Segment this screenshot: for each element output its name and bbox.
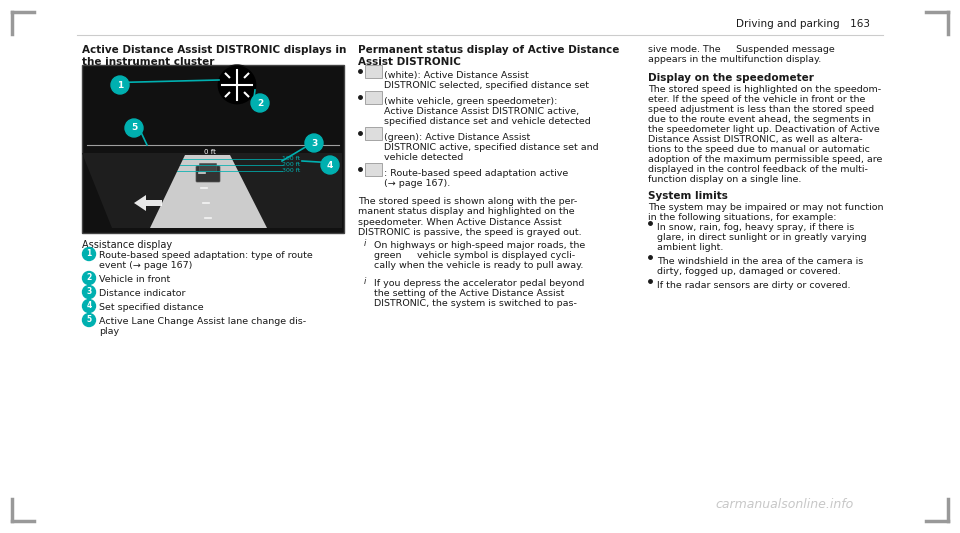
Text: displayed in the control feedback of the multi-: displayed in the control feedback of the… xyxy=(648,165,868,174)
Text: Distance Assist DISTRONIC, as well as altera-: Distance Assist DISTRONIC, as well as al… xyxy=(648,135,863,144)
Text: Assist DISTRONIC: Assist DISTRONIC xyxy=(358,57,461,67)
Text: specified distance set and vehicle detected: specified distance set and vehicle detec… xyxy=(384,117,590,126)
Circle shape xyxy=(111,76,129,94)
Text: the speedometer light up. Deactivation of Active: the speedometer light up. Deactivation o… xyxy=(648,125,879,134)
Polygon shape xyxy=(150,155,267,228)
Text: 4: 4 xyxy=(86,302,91,311)
Text: 3: 3 xyxy=(311,139,317,148)
Text: Active Distance Assist DISTRONIC active,: Active Distance Assist DISTRONIC active, xyxy=(384,107,579,116)
Polygon shape xyxy=(82,153,342,228)
Text: DISTRONIC active, specified distance set and: DISTRONIC active, specified distance set… xyxy=(384,143,599,152)
Circle shape xyxy=(305,134,323,152)
Text: The stored speed is highlighted on the speedom-: The stored speed is highlighted on the s… xyxy=(648,85,881,94)
FancyBboxPatch shape xyxy=(200,164,217,172)
Text: 1: 1 xyxy=(117,80,123,90)
Text: The windshield in the area of the camera is: The windshield in the area of the camera… xyxy=(657,257,863,266)
Circle shape xyxy=(359,275,371,287)
Text: cally when the vehicle is ready to pull away.: cally when the vehicle is ready to pull … xyxy=(374,261,584,270)
Text: DISTRONIC selected, specified distance set: DISTRONIC selected, specified distance s… xyxy=(384,81,589,90)
FancyBboxPatch shape xyxy=(196,166,220,182)
Text: appears in the multifunction display.: appears in the multifunction display. xyxy=(648,55,821,64)
Text: eter. If the speed of the vehicle in front or the: eter. If the speed of the vehicle in fro… xyxy=(648,95,865,104)
Text: 100 ft: 100 ft xyxy=(282,157,300,161)
Text: ambient light.: ambient light. xyxy=(657,243,724,252)
Circle shape xyxy=(125,119,143,137)
Text: On highways or high-speed major roads, the: On highways or high-speed major roads, t… xyxy=(374,241,586,250)
Text: carmanualsonline.info: carmanualsonline.info xyxy=(716,498,854,511)
FancyBboxPatch shape xyxy=(365,163,381,175)
Text: If the radar sensors are dirty or covered.: If the radar sensors are dirty or covere… xyxy=(657,281,851,290)
Circle shape xyxy=(217,65,257,105)
Text: glare, in direct sunlight or in greatly varying: glare, in direct sunlight or in greatly … xyxy=(657,233,867,242)
Text: 4: 4 xyxy=(326,160,333,169)
Text: (white): Active Distance Assist: (white): Active Distance Assist xyxy=(384,71,529,80)
Text: System limits: System limits xyxy=(648,191,728,201)
Text: Route-based speed adaptation: type of route: Route-based speed adaptation: type of ro… xyxy=(99,251,313,260)
Text: (→ page 167).: (→ page 167). xyxy=(384,179,450,188)
Text: tions to the speed due to manual or automatic: tions to the speed due to manual or auto… xyxy=(648,145,870,154)
Text: (white vehicle, green speedometer):: (white vehicle, green speedometer): xyxy=(384,97,558,106)
Text: Display on the speedometer: Display on the speedometer xyxy=(648,73,814,83)
Text: the instrument cluster: the instrument cluster xyxy=(82,57,214,67)
Text: green   vehicle symbol is displayed cycli-: green vehicle symbol is displayed cycli- xyxy=(374,251,575,260)
Text: 5: 5 xyxy=(131,124,137,133)
Text: 1: 1 xyxy=(86,249,91,259)
Text: Active Distance Assist DISTRONIC displays in: Active Distance Assist DISTRONIC display… xyxy=(82,45,347,55)
Text: dirty, fogged up, damaged or covered.: dirty, fogged up, damaged or covered. xyxy=(657,267,841,276)
Text: 2: 2 xyxy=(257,99,263,108)
Text: sive mode. The   Suspended message: sive mode. The Suspended message xyxy=(648,45,835,54)
Text: DISTRONIC, the system is switched to pas-: DISTRONIC, the system is switched to pas… xyxy=(374,299,577,308)
Circle shape xyxy=(83,247,95,261)
FancyBboxPatch shape xyxy=(365,64,381,77)
Circle shape xyxy=(83,286,95,298)
Text: The system may be impaired or may not function
in the following situations, for : The system may be impaired or may not fu… xyxy=(648,203,883,222)
FancyBboxPatch shape xyxy=(365,126,381,140)
Text: Vehicle in front: Vehicle in front xyxy=(99,275,170,284)
Text: 2: 2 xyxy=(86,273,91,282)
Text: Set specified distance: Set specified distance xyxy=(99,303,204,312)
Text: 300 ft: 300 ft xyxy=(282,168,300,174)
Circle shape xyxy=(219,67,255,103)
Text: due to the route event ahead, the segments in: due to the route event ahead, the segmen… xyxy=(648,115,871,124)
Text: The stored speed is shown along with the per-
manent status display and highligh: The stored speed is shown along with the… xyxy=(358,197,582,237)
Text: If you depress the accelerator pedal beyond: If you depress the accelerator pedal bey… xyxy=(374,279,585,288)
Text: Distance indicator: Distance indicator xyxy=(99,289,185,298)
Circle shape xyxy=(83,313,95,327)
Circle shape xyxy=(321,156,339,174)
Text: 200 ft: 200 ft xyxy=(282,163,300,167)
Text: adoption of the maximum permissible speed, are: adoption of the maximum permissible spee… xyxy=(648,155,882,164)
Text: Driving and parking  163: Driving and parking 163 xyxy=(736,19,870,29)
Circle shape xyxy=(83,300,95,312)
Text: : Route-based speed adaptation active: : Route-based speed adaptation active xyxy=(384,169,568,178)
Text: In snow, rain, fog, heavy spray, if there is: In snow, rain, fog, heavy spray, if ther… xyxy=(657,223,854,232)
Text: vehicle detected: vehicle detected xyxy=(384,153,464,162)
Text: 3: 3 xyxy=(86,287,91,296)
Text: 0 ft: 0 ft xyxy=(204,149,216,155)
Circle shape xyxy=(83,271,95,285)
Text: Active Lane Change Assist lane change dis-: Active Lane Change Assist lane change di… xyxy=(99,317,306,326)
FancyBboxPatch shape xyxy=(365,91,381,103)
Text: speed adjustment is less than the stored speed: speed adjustment is less than the stored… xyxy=(648,105,875,114)
FancyBboxPatch shape xyxy=(82,65,344,233)
Text: play: play xyxy=(99,327,119,336)
Text: 5: 5 xyxy=(86,316,91,325)
Text: event (→ page 167): event (→ page 167) xyxy=(99,261,192,270)
Text: i: i xyxy=(364,238,366,247)
Polygon shape xyxy=(150,153,267,228)
Text: Assistance display: Assistance display xyxy=(82,240,172,250)
Text: the setting of the Active Distance Assist: the setting of the Active Distance Assis… xyxy=(374,289,564,298)
Circle shape xyxy=(359,237,371,249)
Polygon shape xyxy=(134,195,162,211)
Text: (green): Active Distance Assist: (green): Active Distance Assist xyxy=(384,133,530,142)
Circle shape xyxy=(251,94,269,112)
Text: Permanent status display of Active Distance: Permanent status display of Active Dista… xyxy=(358,45,619,55)
Text: i: i xyxy=(364,277,366,286)
Text: function display on a single line.: function display on a single line. xyxy=(648,175,802,184)
